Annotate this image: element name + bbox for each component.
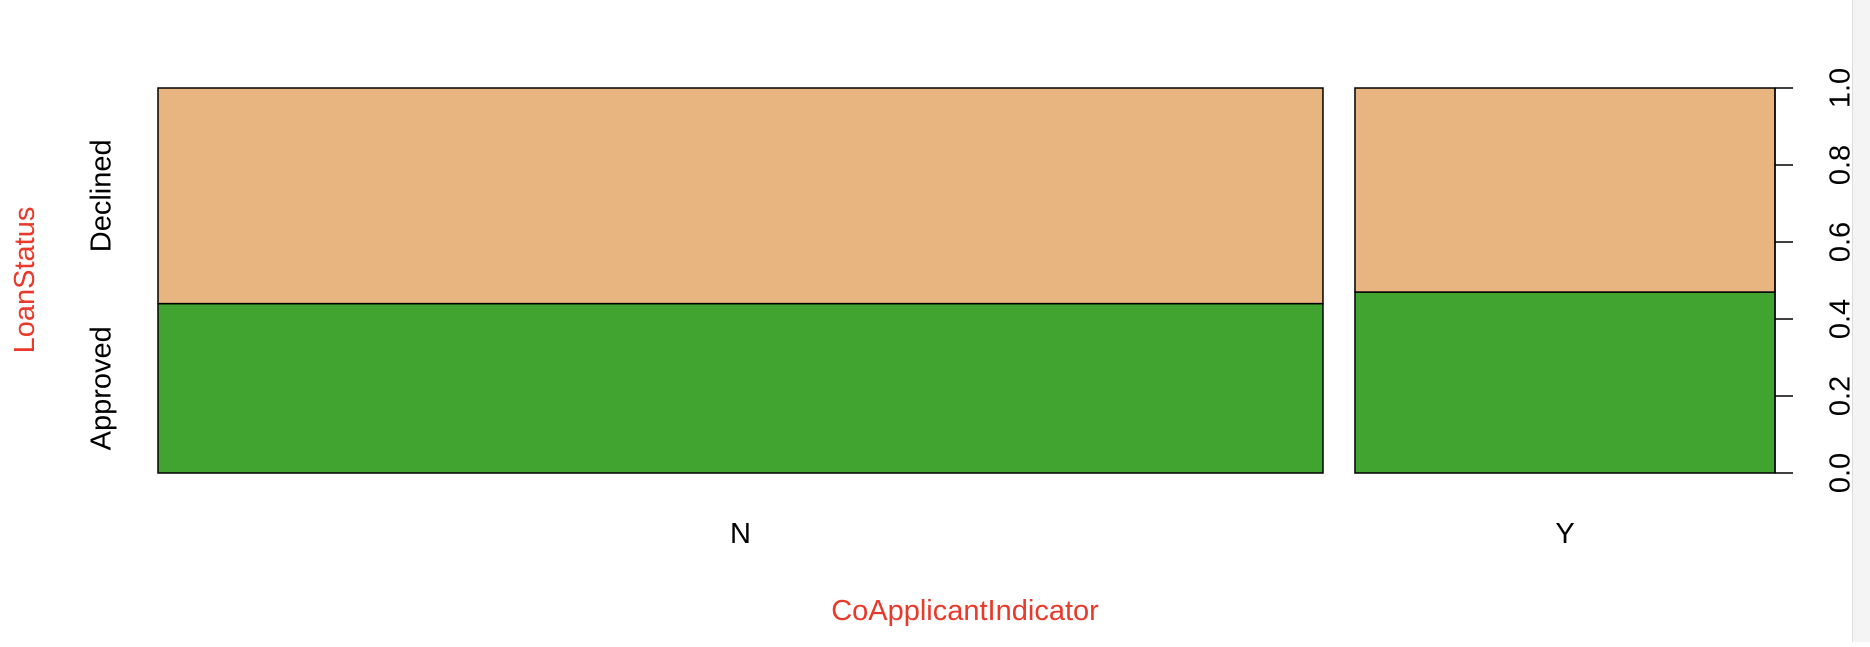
x-axis-label: CoApplicantIndicator — [831, 595, 1099, 627]
y-tick-label: 0.4 — [1825, 299, 1857, 339]
window-edge — [1852, 0, 1870, 642]
y-tick-label: 0.0 — [1825, 453, 1857, 493]
y-tick-label: 0.8 — [1825, 145, 1857, 185]
row-labels: Approved Declined — [86, 139, 118, 450]
tile-n-approved — [157, 302, 1324, 474]
chart-tiles — [157, 87, 1776, 474]
y-axis: 0.0 0.2 0.4 0.6 0.8 1.0 — [1774, 68, 1857, 493]
row-label-approved: Approved — [86, 326, 118, 450]
x-tick-label-y: Y — [1555, 518, 1574, 550]
y-tick-label: 0.2 — [1825, 376, 1857, 416]
tile-y-approved — [1354, 291, 1776, 474]
tile-y-declined — [1354, 87, 1776, 293]
y-tick-label: 0.6 — [1825, 222, 1857, 262]
row-label-declined: Declined — [86, 139, 118, 252]
tile-n-declined — [157, 87, 1324, 305]
y-tick-label: 1.0 — [1825, 68, 1857, 108]
y-axis-label: LoanStatus — [9, 207, 41, 354]
x-tick-label-n: N — [730, 518, 751, 550]
